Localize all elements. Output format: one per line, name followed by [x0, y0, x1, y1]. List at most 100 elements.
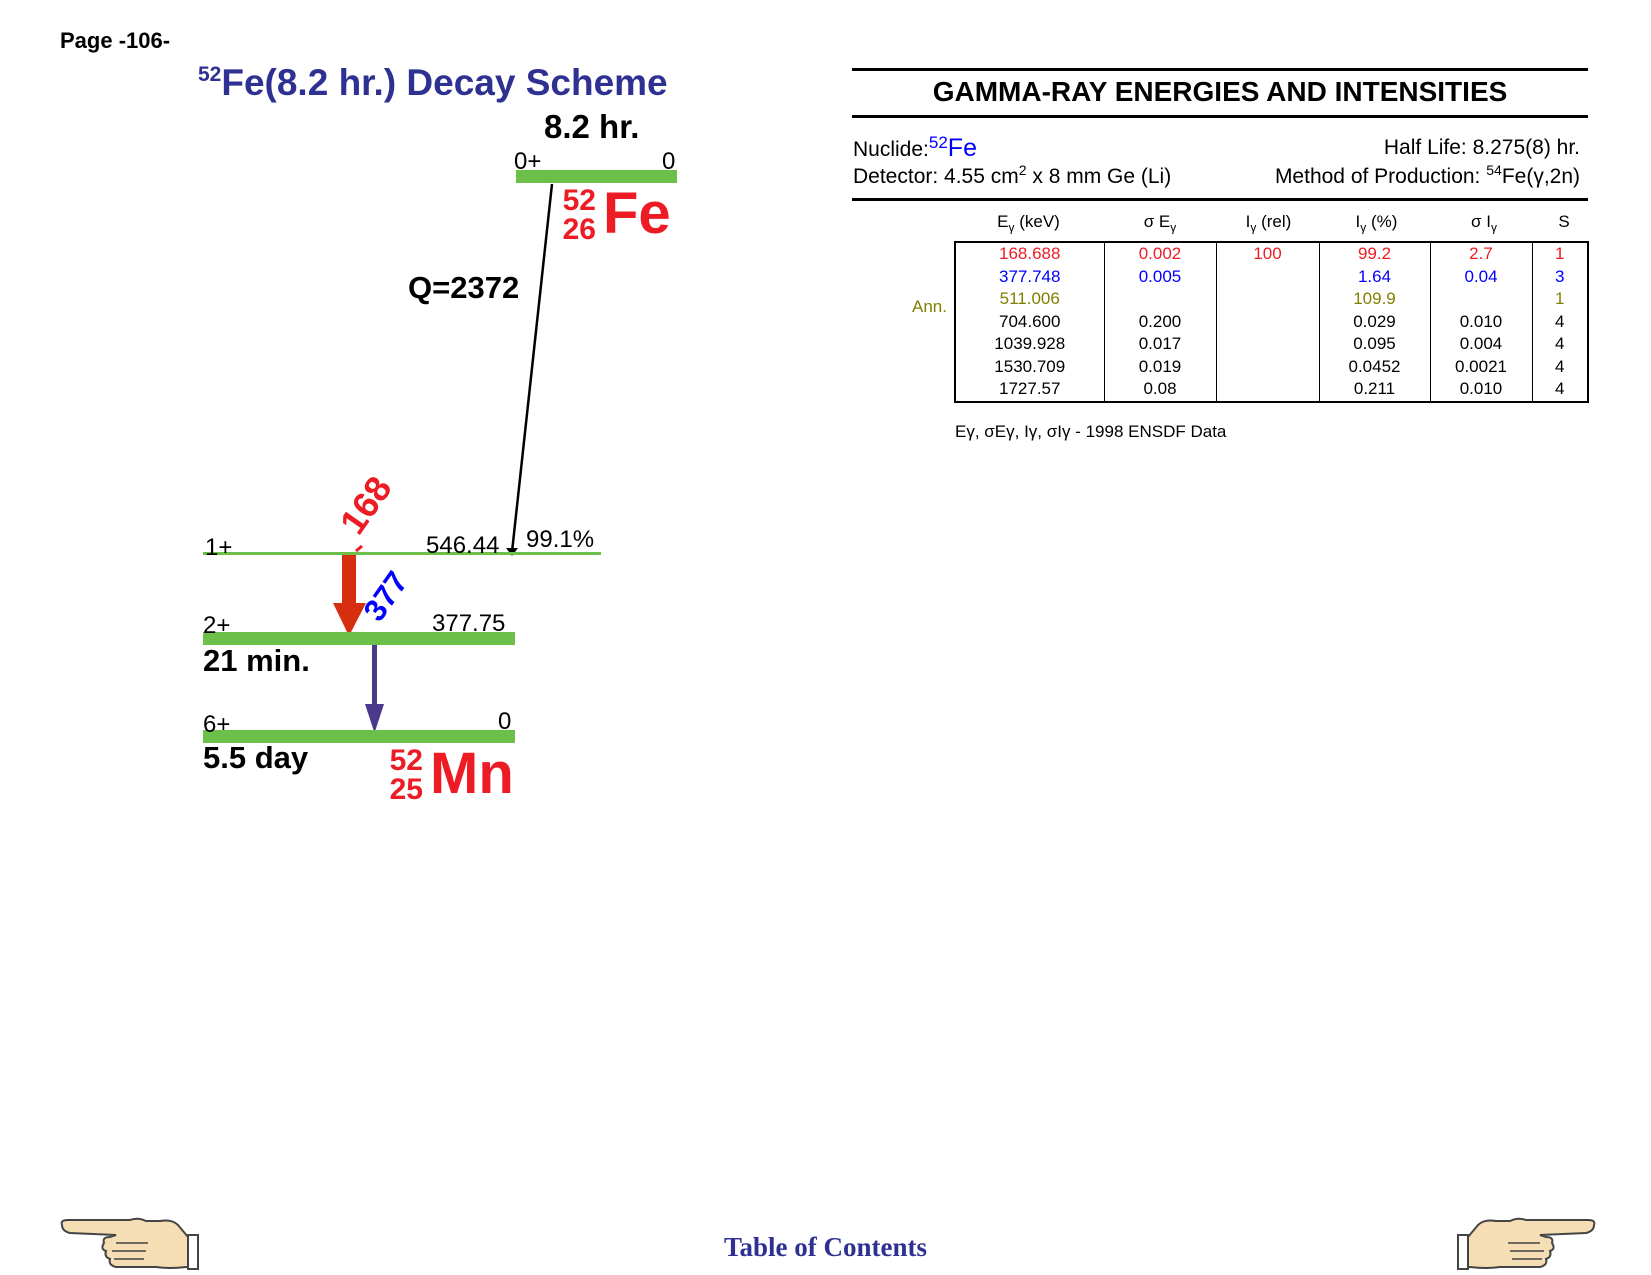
- col-header-abs-intensity-unit: (%): [1366, 212, 1398, 231]
- annihilation-label: Ann.: [912, 297, 947, 316]
- detector-info: Detector: 4.55 cm2 x 8 mm Ge (Li): [853, 162, 1172, 189]
- cell-abs-intensity: 0.0452: [1318, 355, 1431, 378]
- table-title-rule: [852, 115, 1588, 118]
- cell-sigma-energy: 0.017: [1103, 333, 1217, 356]
- production-sup: 54: [1486, 162, 1502, 178]
- cell-rel-intensity: [1215, 333, 1320, 356]
- cell-energy: 1727.57: [954, 378, 1105, 403]
- cell-rel-intensity: [1215, 288, 1320, 311]
- page-number: Page -106-: [60, 28, 171, 53]
- col-header-energy-sym: E: [997, 212, 1009, 231]
- table-row: 377.748 0.005 1.64 0.04 3: [954, 265, 1589, 288]
- cell-sigma-intensity: 0.004: [1429, 333, 1533, 356]
- gamma-168-arrow-shaft: [342, 554, 356, 604]
- parent-energy: 0: [662, 148, 676, 175]
- daughter-nuclide-symbol: Mn: [430, 741, 514, 806]
- table-info-rule: [852, 198, 1588, 201]
- cell-sigma-intensity: 0.010: [1429, 378, 1533, 403]
- level-377-half-life: 21 min.: [203, 643, 310, 678]
- cell-sigma-energy: 0.005: [1103, 265, 1217, 288]
- detector-text: Detector: 4.55 cm: [853, 165, 1019, 188]
- table-row: 168.688 0.002 100 99.2 2.7 1: [954, 241, 1589, 266]
- col-header-rel-intensity-unit: (rel): [1256, 212, 1292, 231]
- cell-sigma-energy: 0.200: [1103, 310, 1217, 333]
- col-header-sigma-energy: σ Eγ: [1104, 212, 1216, 234]
- ground-level-energy: 0: [498, 708, 512, 735]
- table-row: 1530.709 0.019 0.0452 0.0021 4: [954, 355, 1589, 378]
- col-header-energy-unit: (keV): [1014, 212, 1060, 231]
- parent-level-line: [516, 170, 677, 183]
- cell-abs-intensity: 0.029: [1318, 310, 1431, 333]
- detector-text-post: x 8 mm Ge (Li): [1026, 165, 1172, 188]
- cell-source: 4: [1531, 310, 1589, 333]
- cell-rel-intensity: 100: [1215, 241, 1320, 266]
- level-546-energy: 546.44: [426, 532, 500, 559]
- cell-rel-intensity: [1215, 310, 1320, 333]
- col-header-sigma-energy-sub: γ: [1170, 220, 1177, 235]
- q-value: Q=2372: [408, 270, 520, 305]
- cell-energy: 168.688: [954, 241, 1105, 266]
- cell-sigma-intensity: 2.7: [1429, 241, 1533, 266]
- col-header-rel-intensity-sub: γ: [1250, 220, 1257, 235]
- col-header-rel-intensity: Iγ (rel): [1217, 212, 1320, 234]
- cell-rel-intensity: [1215, 378, 1320, 403]
- nuclide-label: Nuclide:: [853, 138, 929, 161]
- cell-rel-intensity: [1215, 265, 1320, 288]
- cell-abs-intensity: 99.2: [1318, 241, 1431, 266]
- gamma-377-arrowhead: [365, 704, 384, 733]
- col-header-abs-intensity-sym: I: [1355, 212, 1361, 231]
- gamma-table: 168.688 0.002 100 99.2 2.7 1 377.748 0.005 1.64…: [954, 241, 1589, 403]
- col-header-sigma-intensity-sym: σ I: [1471, 212, 1491, 231]
- previous-page-button[interactable]: [60, 1215, 200, 1270]
- gamma-table-title: GAMMA-RAY ENERGIES AND INTENSITIES: [932, 76, 1508, 107]
- daughter-mass-number: 52: [389, 744, 423, 777]
- table-of-contents-link[interactable]: Table of Contents: [723, 1232, 928, 1262]
- cell-sigma-energy: 0.08: [1103, 378, 1217, 403]
- table-row: 1727.57 0.08 0.211 0.010 4: [954, 378, 1589, 403]
- cell-energy: 704.600: [954, 310, 1105, 333]
- level-377-energy: 377.75: [432, 610, 506, 637]
- beta-branch-intensity: 99.1%: [526, 526, 595, 553]
- title-text: Fe(8.2 hr.) Decay Scheme: [221, 62, 668, 103]
- col-header-abs-intensity: Iγ (%): [1321, 212, 1432, 234]
- cell-sigma-energy: 0.019: [1103, 355, 1217, 378]
- col-header-sigma-energy-sym: σ E: [1143, 212, 1171, 231]
- cell-energy: 377.748: [954, 265, 1105, 288]
- next-page-button[interactable]: [1456, 1215, 1596, 1270]
- level-546-spin: 1+: [205, 534, 233, 561]
- production-text-post: Fe(γ,2n): [1501, 165, 1580, 188]
- col-header-rel-intensity-sym: I: [1245, 212, 1251, 231]
- ground-level-half-life: 5.5 day: [203, 740, 309, 775]
- table-footnote: Eγ, σEγ, Iγ, σIγ - 1998 ENSDF Data: [955, 422, 1226, 442]
- cell-abs-intensity: 109.9: [1318, 288, 1431, 311]
- ground-level-spin: 6+: [203, 711, 231, 738]
- cell-abs-intensity: 0.095: [1318, 333, 1431, 356]
- footnote-symbols: Eγ, σEγ, Iγ, σIγ -: [955, 422, 1081, 441]
- daughter-nuclide-numbers: 52 25: [383, 744, 423, 805]
- pointing-hand-right-icon: [1457, 1217, 1596, 1270]
- cell-sigma-energy: 0.002: [1103, 241, 1217, 266]
- cell-abs-intensity: 1.64: [1318, 265, 1431, 288]
- cell-source: 1: [1531, 288, 1589, 311]
- gamma-168-tick: [355, 544, 363, 553]
- beta-decay-line: [510, 183, 554, 553]
- col-header-abs-intensity-sub: γ: [1360, 220, 1367, 235]
- gamma-168-arrowhead: [333, 603, 366, 636]
- half-life-info: Half Life: 8.275(8) hr.: [1383, 136, 1580, 159]
- table-row: 1039.928 0.017 0.095 0.004 4: [954, 333, 1589, 356]
- title-mass-number: 52: [198, 63, 222, 86]
- parent-nuclide-symbol: Fe: [603, 181, 671, 246]
- col-header-energy-sub: γ: [1008, 220, 1015, 235]
- cell-source: 1: [1531, 241, 1589, 266]
- col-header-sigma-intensity: σ Iγ: [1433, 212, 1535, 234]
- nuclide-info: Nuclide:52Fe: [853, 133, 977, 163]
- cell-energy: 1530.709: [954, 355, 1105, 378]
- decay-scheme-title: 52Fe(8.2 hr.) Decay Scheme: [198, 62, 668, 104]
- production-info: Method of Production: 54Fe(γ,2n): [1274, 162, 1580, 189]
- cell-sigma-intensity: 0.0021: [1429, 355, 1533, 378]
- cell-sigma-intensity: 0.010: [1429, 310, 1533, 333]
- cell-energy: 1039.928: [954, 333, 1105, 356]
- level-377-spin: 2+: [203, 612, 231, 639]
- production-text: Method of Production:: [1274, 165, 1487, 188]
- cell-abs-intensity: 0.211: [1318, 378, 1431, 403]
